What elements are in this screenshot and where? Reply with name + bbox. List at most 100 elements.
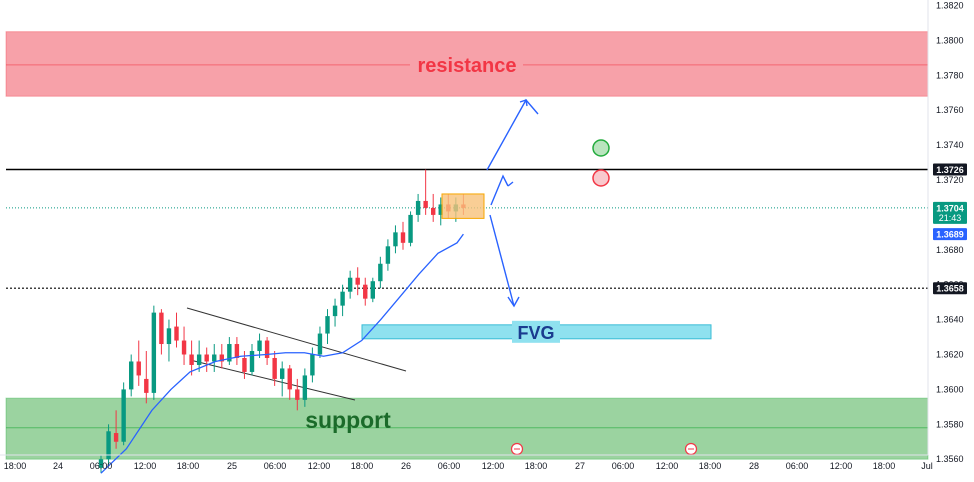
x-tick-label: 12:00 [482, 461, 505, 471]
arrowhead-down-icon [507, 296, 520, 308]
level-tag-label: 1.3726 [936, 165, 964, 175]
candle-body [113, 433, 119, 442]
target-red-icon [592, 169, 610, 187]
y-tick-label: 1.3580 [936, 419, 964, 429]
candle-body [106, 431, 111, 460]
x-tick-label: 27 [575, 461, 585, 471]
x-tick-label: 18:00 [873, 461, 896, 471]
y-tick-label: 1.3680 [936, 245, 964, 255]
candle-body [272, 357, 277, 379]
ma-tag-label: 1.3689 [936, 230, 964, 240]
candle-body [408, 214, 413, 243]
candle-body [325, 316, 330, 334]
candle-body [249, 351, 255, 372]
candle-body [295, 389, 300, 400]
support-zone [5, 397, 929, 460]
x-tick-label: 06:00 [786, 461, 809, 471]
x-tick-label: 28 [749, 461, 759, 471]
fvg-label-bg [512, 320, 560, 343]
candle-body [347, 277, 353, 292]
current-price-tag-bg [933, 201, 967, 224]
candle-body [227, 344, 232, 362]
candle-body [438, 204, 443, 215]
y-tick-label: 1.3760 [936, 105, 964, 115]
channel-lower-line [189, 359, 356, 401]
candle-body [144, 378, 149, 393]
candle-body [264, 340, 270, 358]
candle-body [174, 326, 179, 341]
target-green-icon [592, 139, 610, 157]
current-price-tag-value: 1.3704 [936, 203, 964, 213]
resistance-label: resistance [418, 55, 517, 77]
candle-body [234, 344, 240, 358]
candle-body [287, 368, 292, 390]
candle-body [189, 354, 194, 365]
arrow-bounce-icon [490, 174, 509, 206]
x-tick-label: 18:00 [4, 461, 27, 471]
x-tick-label: 26 [401, 461, 411, 471]
x-tick-label: 18:00 [525, 461, 548, 471]
candle-body [393, 232, 398, 247]
candle-body [355, 277, 360, 285]
arrow-down-icon [489, 214, 515, 307]
candle-body [317, 333, 323, 355]
y-tick-label: 1.3820 [936, 1, 964, 11]
y-tick-label: 1.3640 [936, 315, 964, 325]
ma-tag-bg [933, 228, 967, 241]
x-tick-label: 18:00 [351, 461, 374, 471]
x-tick-label: 06:00 [90, 461, 113, 471]
y-tick-label: 1.3620 [936, 350, 964, 360]
level-tag-label: 1.3658 [936, 284, 964, 294]
current-price-tag-time: 21:43 [939, 213, 962, 223]
x-tick-label: 12:00 [134, 461, 157, 471]
candle-body [136, 361, 141, 376]
channel-upper-line [186, 307, 407, 372]
candle-body [378, 263, 383, 282]
candle-body [423, 200, 428, 208]
candle-body [431, 207, 436, 215]
y-tick-label: 1.3800 [936, 35, 964, 45]
arrowhead-up-icon [519, 99, 528, 107]
x-tick-label: 25 [227, 461, 237, 471]
x-tick-label: 12:00 [830, 461, 853, 471]
candle-body [181, 340, 187, 355]
y-tick-label: 1.3600 [936, 384, 964, 394]
candle-body [415, 200, 421, 215]
candle-body [370, 281, 375, 299]
x-tick-label: Jul [921, 461, 933, 471]
candle-body [385, 246, 391, 264]
y-tick-label: 1.3780 [936, 70, 964, 80]
candle-body [332, 305, 338, 317]
candle-body [121, 389, 126, 442]
candle-body [280, 368, 285, 379]
x-tick-label: 18:00 [177, 461, 200, 471]
candle-body [242, 357, 247, 372]
x-tick-label: 06:00 [612, 461, 635, 471]
candle-body [196, 354, 202, 365]
candle-body [166, 328, 172, 345]
candle-body [204, 354, 209, 362]
candle-body [257, 340, 262, 352]
x-tick-label: 06:00 [264, 461, 287, 471]
candle-body [363, 284, 368, 299]
y-tick-label: 1.3560 [936, 454, 964, 464]
candle-body [340, 291, 345, 306]
x-tick-label: 18:00 [699, 461, 722, 471]
candle-body [151, 312, 157, 393]
x-tick-label: 24 [53, 461, 63, 471]
support-label: support [305, 407, 391, 433]
y-tick-label: 1.3720 [936, 175, 964, 185]
candle-body [302, 375, 308, 400]
ma-line [100, 233, 464, 474]
fvg-label: FVG [517, 323, 554, 343]
candle-body [310, 354, 315, 376]
candle-body [129, 361, 134, 390]
x-tick-label: 12:00 [656, 461, 679, 471]
x-tick-label: 12:00 [308, 461, 331, 471]
resistance-label-bg [410, 52, 523, 77]
candle-body [98, 459, 104, 468]
y-tick-label: 1.3740 [936, 140, 964, 150]
x-tick-label: 06:00 [438, 461, 461, 471]
